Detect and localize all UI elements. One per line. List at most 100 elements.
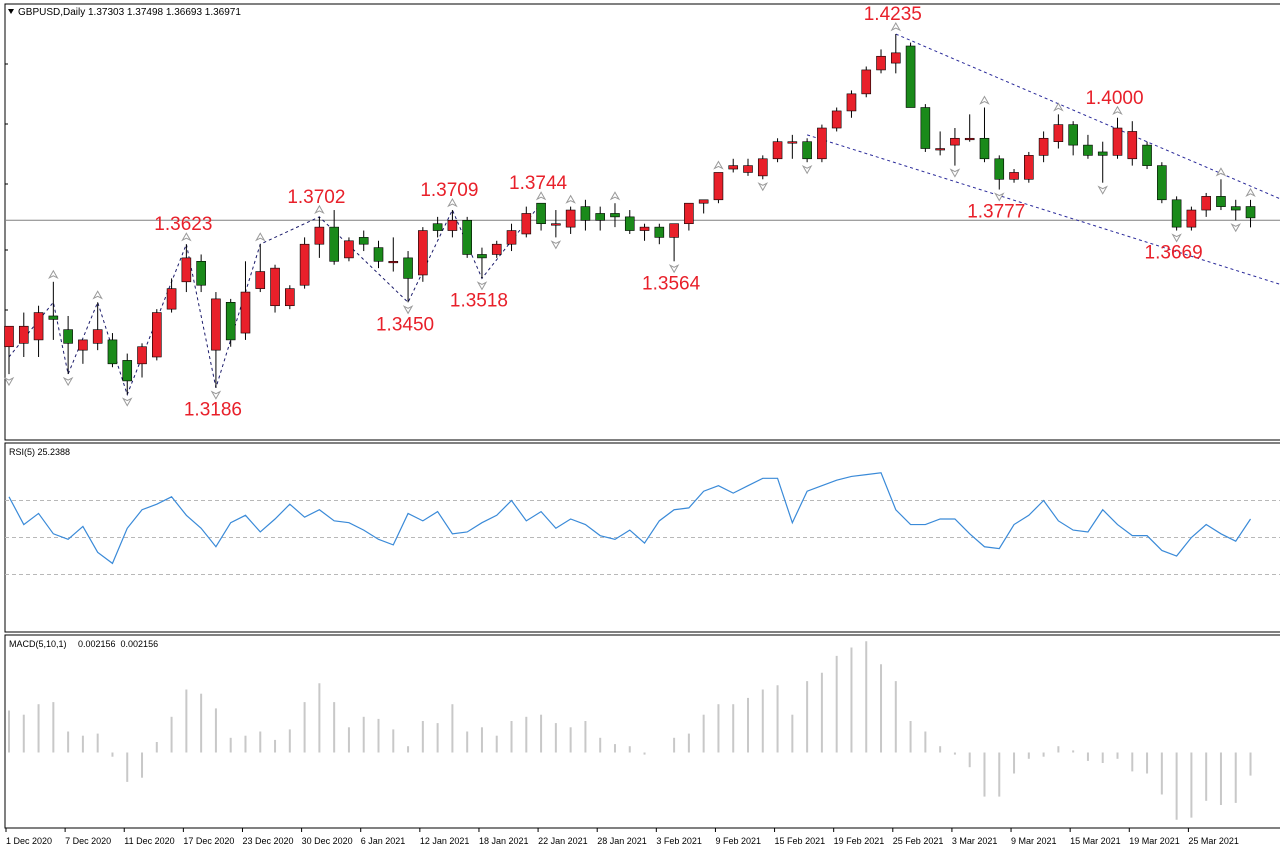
candle-body bbox=[226, 302, 235, 340]
candle-body bbox=[551, 224, 560, 226]
candle-body bbox=[448, 220, 457, 230]
candle-body bbox=[49, 316, 58, 319]
candle-body bbox=[271, 268, 280, 306]
price-level-label: 1.4235 bbox=[864, 4, 922, 25]
xaxis-label: 9 Mar 2021 bbox=[1011, 836, 1057, 846]
candle-body bbox=[1157, 166, 1166, 200]
price-level-label: 1.3186 bbox=[184, 400, 242, 421]
xaxis-label: 25 Mar 2021 bbox=[1188, 836, 1239, 846]
candle-body bbox=[744, 166, 753, 173]
candle-body bbox=[655, 227, 664, 237]
candle-body bbox=[477, 254, 486, 257]
xaxis-label: 25 Feb 2021 bbox=[893, 836, 944, 846]
candle-body bbox=[78, 340, 87, 350]
price-level-label: 1.3450 bbox=[376, 314, 434, 335]
candle-body bbox=[19, 326, 28, 343]
candle bbox=[832, 108, 841, 132]
candle bbox=[1024, 152, 1033, 183]
candle-body bbox=[1069, 125, 1078, 146]
candle-body bbox=[1024, 155, 1033, 179]
xaxis-label: 28 Jan 2021 bbox=[597, 836, 647, 846]
candle-body bbox=[980, 138, 989, 159]
candle-body bbox=[256, 272, 265, 289]
xaxis-label: 1 Dec 2020 bbox=[6, 836, 52, 846]
candle-body bbox=[803, 142, 812, 159]
candle-body bbox=[1172, 200, 1181, 227]
candle-body bbox=[684, 203, 693, 224]
candle-body bbox=[758, 159, 767, 176]
candle-body bbox=[625, 217, 634, 231]
candle bbox=[1172, 196, 1181, 230]
xaxis-label: 9 Feb 2021 bbox=[715, 836, 761, 846]
candle-body bbox=[93, 330, 102, 344]
candle-body bbox=[374, 248, 383, 262]
candle-body bbox=[906, 46, 915, 108]
candle-body bbox=[1039, 138, 1048, 155]
candle-body bbox=[832, 111, 841, 128]
candle-body bbox=[714, 172, 723, 199]
candle-body bbox=[182, 258, 191, 282]
price-level-label: 1.3777 bbox=[967, 202, 1025, 223]
candle-body bbox=[1010, 172, 1019, 179]
candle-body bbox=[167, 289, 176, 310]
price-level-label: 1.3709 bbox=[420, 180, 478, 201]
xaxis-label: 3 Mar 2021 bbox=[952, 836, 998, 846]
candle-body bbox=[1128, 131, 1137, 158]
candle bbox=[714, 172, 723, 203]
xaxis-label: 22 Jan 2021 bbox=[538, 836, 588, 846]
candle-body bbox=[566, 210, 575, 227]
candle bbox=[344, 237, 353, 261]
candle-body bbox=[1083, 145, 1092, 155]
xaxis-label: 11 Dec 2020 bbox=[124, 836, 174, 846]
candle-body bbox=[1246, 207, 1255, 218]
candle-body bbox=[1113, 128, 1122, 155]
candle-body bbox=[138, 347, 147, 364]
candle-body bbox=[1231, 207, 1240, 210]
xaxis-label: 15 Mar 2021 bbox=[1070, 836, 1121, 846]
candle-body bbox=[418, 231, 427, 275]
candle bbox=[271, 265, 280, 313]
candle bbox=[862, 67, 871, 98]
xaxis-label: 18 Jan 2021 bbox=[479, 836, 529, 846]
macd-title: MACD(5,10,1) bbox=[9, 639, 67, 649]
price-level-label: 1.3564 bbox=[642, 273, 701, 294]
candle bbox=[152, 309, 161, 360]
candle-body bbox=[773, 142, 782, 159]
candle bbox=[418, 227, 427, 282]
xaxis-label: 30 Dec 2020 bbox=[302, 836, 353, 846]
candle-body bbox=[34, 313, 43, 340]
candle-body bbox=[995, 159, 1004, 180]
candle-body bbox=[197, 261, 206, 285]
candle-body bbox=[950, 138, 959, 145]
candle-body bbox=[610, 213, 619, 216]
candle bbox=[300, 237, 309, 288]
candle-body bbox=[1098, 152, 1107, 155]
xaxis-label: 6 Jan 2021 bbox=[361, 836, 406, 846]
price-level-label: 1.3702 bbox=[287, 187, 345, 208]
candle-body bbox=[152, 313, 161, 357]
candle bbox=[803, 138, 812, 162]
xaxis-label: 23 Dec 2020 bbox=[242, 836, 293, 846]
candle-body bbox=[670, 224, 679, 238]
candle-body bbox=[1054, 125, 1063, 142]
xaxis-label: 15 Feb 2021 bbox=[775, 836, 826, 846]
candle-body bbox=[241, 292, 250, 333]
xaxis-label: 3 Feb 2021 bbox=[656, 836, 702, 846]
price-level-label: 1.3518 bbox=[450, 290, 508, 311]
price-level-label: 1.4000 bbox=[1085, 88, 1143, 109]
candle-body bbox=[596, 213, 605, 220]
candle-body bbox=[5, 326, 14, 347]
candle-body bbox=[1216, 196, 1225, 206]
candle bbox=[285, 285, 294, 309]
candle-body bbox=[877, 56, 886, 70]
rsi-title: RSI(5) 25.2388 bbox=[9, 447, 70, 457]
candle-body bbox=[330, 227, 339, 261]
candle-body bbox=[936, 149, 945, 151]
candle bbox=[921, 104, 930, 152]
candle-body bbox=[108, 340, 117, 364]
xaxis-label: 7 Dec 2020 bbox=[65, 836, 111, 846]
candle-body bbox=[507, 231, 516, 245]
candle-body bbox=[581, 207, 590, 221]
candle-body bbox=[492, 244, 501, 254]
